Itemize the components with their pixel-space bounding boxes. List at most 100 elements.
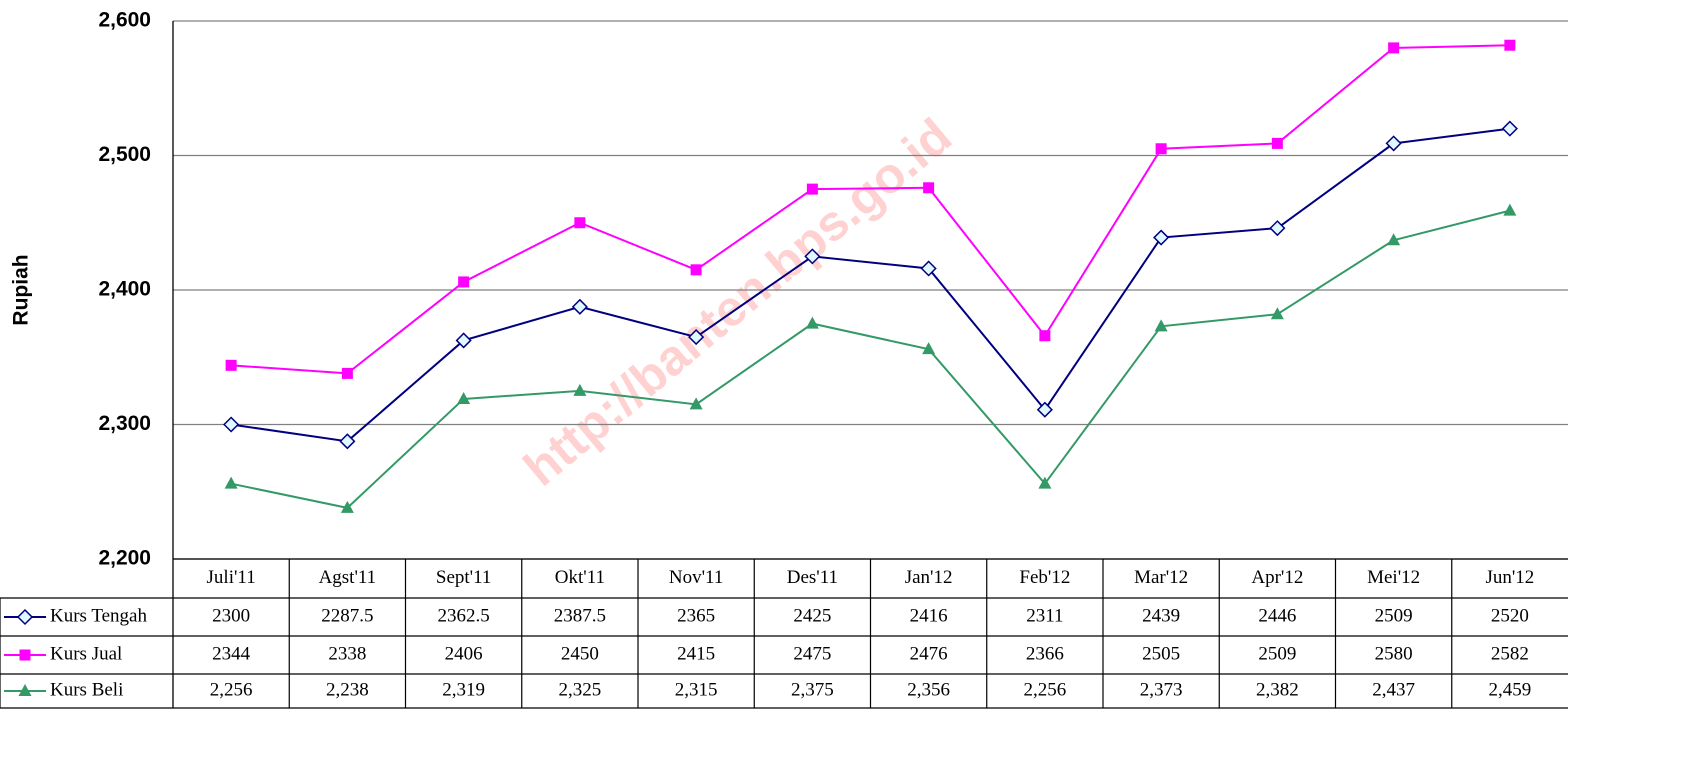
x-tick-label: Jan'12 (905, 567, 953, 588)
marker (339, 433, 356, 450)
table-value: 2,315 (675, 679, 718, 700)
x-tick-label: Apr'12 (1251, 567, 1303, 588)
table-value: 2365 (677, 605, 715, 626)
marker (690, 264, 702, 276)
marker (1155, 143, 1167, 155)
marker (688, 329, 705, 346)
table-value: 2,459 (1489, 679, 1532, 700)
marker (923, 182, 935, 194)
table-value: 2,373 (1140, 679, 1183, 700)
marker (457, 391, 471, 404)
table-value: 2406 (445, 643, 483, 664)
x-tick-label: Sept'11 (436, 567, 492, 588)
marker (804, 248, 821, 265)
table-value: 2366 (1026, 643, 1064, 664)
marker (1504, 39, 1516, 51)
legend-label: Kurs Beli (50, 679, 123, 700)
marker (19, 649, 31, 661)
table-value: 2311 (1026, 605, 1063, 626)
table-value: 2425 (793, 605, 831, 626)
marker (689, 397, 703, 410)
table-value: 2505 (1142, 643, 1180, 664)
marker (18, 684, 32, 696)
table-value: 2,256 (210, 679, 253, 700)
y-tick-label: 2,400 (98, 278, 151, 301)
table-value: 2,437 (1372, 679, 1415, 700)
marker (1269, 220, 1286, 237)
table-value: 2580 (1375, 643, 1413, 664)
x-tick-label: Nov'11 (669, 567, 723, 588)
table-value: 2439 (1142, 605, 1180, 626)
marker (458, 276, 470, 288)
x-tick-label: Des'11 (787, 567, 838, 588)
marker (1153, 229, 1170, 246)
table-value: 2338 (328, 643, 366, 664)
table-value: 2582 (1491, 643, 1529, 664)
marker (1501, 120, 1518, 137)
marker (1385, 135, 1402, 152)
marker (1039, 330, 1051, 342)
marker (1270, 307, 1284, 320)
marker (1038, 476, 1052, 489)
legend-label: Kurs Jual (50, 643, 122, 664)
x-tick-label: Agst'11 (319, 567, 377, 588)
table-value: 2362.5 (438, 605, 490, 626)
y-tick-label: 2,200 (98, 547, 151, 570)
marker (806, 183, 818, 195)
table-value: 2,319 (442, 679, 485, 700)
table-value: 2446 (1258, 605, 1296, 626)
x-tick-label: Juli'11 (207, 567, 256, 588)
marker (1388, 42, 1400, 54)
table-value: 2,356 (907, 679, 950, 700)
marker (573, 383, 587, 396)
marker (920, 260, 937, 277)
marker (341, 367, 353, 379)
marker (805, 316, 819, 329)
marker (1271, 137, 1283, 149)
table-value: 2509 (1375, 605, 1413, 626)
table-value: 2476 (910, 643, 948, 664)
table-value: 2,382 (1256, 679, 1299, 700)
series-line (231, 44, 1510, 375)
table-value: 2509 (1258, 643, 1296, 664)
marker (1503, 203, 1517, 216)
marker (1387, 233, 1401, 246)
series-line (230, 127, 1511, 443)
marker (340, 500, 354, 513)
y-tick-label: 2,500 (98, 143, 151, 166)
marker (571, 298, 588, 315)
marker (225, 359, 237, 371)
table-value: 2,375 (791, 679, 834, 700)
marker (574, 217, 586, 229)
x-tick-label: Jun'12 (1485, 567, 1534, 588)
table-value: 2,238 (326, 679, 369, 700)
marker (455, 332, 472, 349)
marker (1154, 319, 1168, 332)
y-tick-label: 2,600 (98, 9, 151, 32)
marker (922, 342, 936, 355)
table-value: 2416 (910, 605, 948, 626)
series-line (230, 209, 1511, 509)
table-value: 2520 (1491, 605, 1529, 626)
marker (16, 608, 34, 626)
table-value: 2300 (212, 605, 250, 626)
legend-label: Kurs Tengah (50, 605, 147, 626)
x-tick-label: Mar'12 (1134, 567, 1188, 588)
table-value: 2415 (677, 643, 715, 664)
table-value: 2344 (212, 643, 251, 664)
marker (1036, 401, 1053, 418)
y-axis-label: Rupiah (10, 254, 33, 325)
marker (223, 416, 240, 433)
marker (224, 476, 238, 489)
table-value: 2287.5 (321, 605, 373, 626)
table-value: 2450 (561, 643, 599, 664)
x-tick-label: Feb'12 (1019, 567, 1070, 588)
y-tick-label: 2,300 (98, 412, 151, 435)
table-value: 2,256 (1024, 679, 1067, 700)
x-tick-label: Mei'12 (1367, 567, 1420, 588)
table-value: 2475 (793, 643, 831, 664)
table-value: 2,325 (559, 679, 602, 700)
table-value: 2387.5 (554, 605, 606, 626)
x-tick-label: Okt'11 (555, 567, 605, 588)
